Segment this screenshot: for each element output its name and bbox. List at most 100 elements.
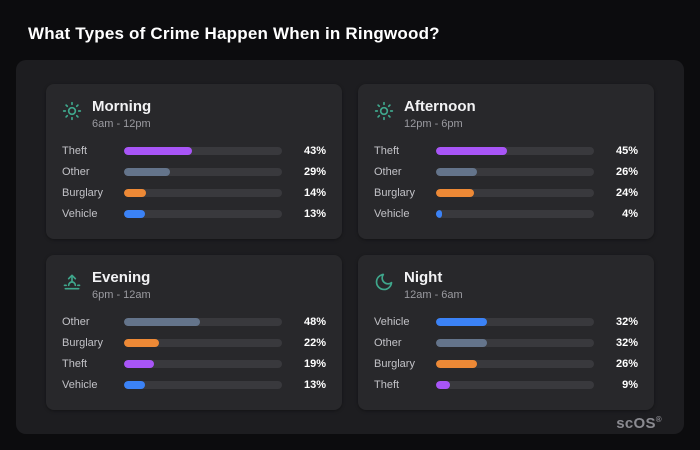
card-title: Evening [92,269,151,286]
crime-label: Other [374,336,402,349]
crime-percent: 26% [615,358,638,371]
crime-row: Burglary 24% [374,187,638,199]
bar-fill [436,167,478,176]
bar-track [124,189,282,198]
brand-name: scOS [616,415,656,432]
crime-row: Burglary 14% [62,187,326,199]
bar-fill [124,167,170,176]
crime-label: Burglary [374,358,415,371]
card-header: Morning 6am - 12pm [62,96,326,138]
card-header: Afternoon 12pm - 6pm [374,96,638,138]
card-header-text: Morning 6am - 12pm [92,98,151,130]
card-header-text: Afternoon 12pm - 6pm [404,98,476,130]
card-header-text: Evening 6pm - 12am [92,269,151,301]
bar-chart: Theft 43% Other 29% Burglary 14% Vehicle… [62,138,326,225]
time-of-day-card: Afternoon 12pm - 6pm Theft 45% Other 26%… [358,84,654,239]
card-title: Night [404,269,443,286]
crime-percent: 32% [615,336,638,349]
bar-track [124,210,282,219]
crime-label: Theft [62,358,88,371]
card-subtitle: 12am - 6am [404,289,463,301]
moon-icon [374,272,394,292]
time-of-day-card: Evening 6pm - 12am Other 48% Burglary 22… [46,255,342,410]
crime-label: Vehicle [374,208,410,221]
bar-fill [436,360,478,369]
bar-track [436,167,594,176]
crime-row: Other 29% [62,166,326,178]
bar-track [436,189,594,198]
crime-row: Other 32% [374,337,638,349]
crime-row: Other 26% [374,166,638,178]
bar-track [436,146,594,155]
bar-track [436,338,594,347]
card-header-text: Night 12am - 6am [404,269,463,301]
bar-track [124,360,282,369]
bar-track [436,317,594,326]
registered-mark: ® [655,415,662,424]
crime-row: Other 48% [62,316,326,328]
crime-label: Burglary [374,187,415,200]
bar-fill [436,210,443,219]
crime-label: Theft [374,144,400,157]
crime-label: Burglary [62,336,103,349]
time-of-day-card: Morning 6am - 12pm Theft 43% Other 29% B… [46,84,342,239]
crime-percent: 9% [622,379,638,392]
crime-row: Vehicle 13% [62,208,326,220]
sun-icon [62,101,82,121]
card-title: Morning [92,98,152,115]
crime-label: Other [374,165,402,178]
bar-fill [436,146,508,155]
crime-label: Vehicle [62,208,98,221]
crime-percent: 26% [615,165,638,178]
bar-track [124,381,282,390]
bar-track [124,167,282,176]
crime-percent: 13% [303,208,326,221]
card-title: Afternoon [404,98,476,115]
bar-track [436,360,594,369]
bar-fill [124,146,192,155]
bar-fill [124,210,145,219]
crime-percent: 19% [303,358,326,371]
sun-icon [374,101,394,121]
crime-label: Burglary [62,187,103,200]
crime-label: Theft [374,379,400,392]
card-subtitle: 12pm - 6pm [404,118,463,130]
card-header: Night 12am - 6am [374,267,638,309]
card-subtitle: 6am - 12pm [92,118,151,130]
page-title: What Types of Crime Happen When in Ringw… [28,24,440,43]
bar-fill [124,317,200,326]
sunset-icon [62,272,82,292]
bar-fill [124,338,159,347]
bar-chart: Vehicle 32% Other 32% Burglary 26% Theft… [374,309,638,396]
crime-percent: 29% [303,165,326,178]
bar-chart: Theft 45% Other 26% Burglary 24% Vehicle… [374,138,638,225]
crime-row: Burglary 22% [62,337,326,349]
bar-fill [436,381,451,390]
crime-row: Theft 19% [62,358,326,370]
bar-fill [124,381,145,390]
crime-row: Theft 45% [374,145,638,157]
crime-label: Theft [62,144,88,157]
crime-percent: 43% [303,144,326,157]
bar-fill [436,317,487,326]
crime-percent: 32% [615,315,638,328]
crime-percent: 48% [303,315,326,328]
bar-track [124,317,282,326]
crime-percent: 13% [303,379,326,392]
crime-percent: 14% [303,187,326,200]
cards-grid: Morning 6am - 12pm Theft 43% Other 29% B… [46,84,654,410]
bar-track [436,381,594,390]
bar-fill [436,189,474,198]
bar-track [124,338,282,347]
crime-row: Vehicle 32% [374,316,638,328]
bar-track [436,210,594,219]
crime-percent: 4% [622,208,638,221]
crime-label: Vehicle [374,315,410,328]
card-header: Evening 6pm - 12am [62,267,326,309]
bar-fill [436,338,487,347]
crime-row: Theft 9% [374,379,638,391]
crime-percent: 22% [303,336,326,349]
crime-row: Vehicle 4% [374,208,638,220]
crime-label: Other [62,315,90,328]
bar-fill [124,360,155,369]
